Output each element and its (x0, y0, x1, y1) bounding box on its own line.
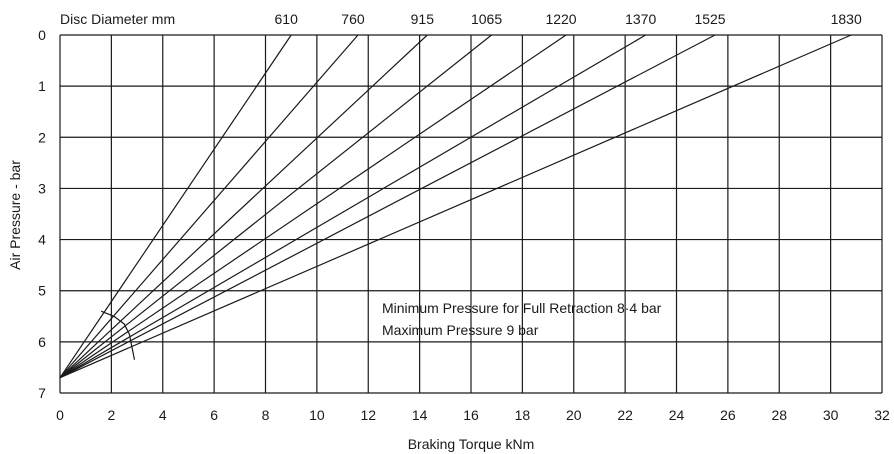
x-tick-label: 8 (262, 407, 270, 423)
series-line-1525 (59, 34, 716, 379)
x-tick-label: 0 (56, 407, 64, 423)
x-tick-label: 28 (771, 407, 787, 423)
x-tick-label: 2 (107, 407, 115, 423)
x-tick-label: 32 (874, 407, 890, 423)
y-tick-label: 5 (38, 283, 46, 299)
x-tick-label: 6 (210, 407, 218, 423)
series-line-1830 (59, 34, 852, 379)
x-tick-label: 16 (463, 407, 479, 423)
series-label-915: 915 (411, 11, 435, 27)
y-tick-label: 6 (38, 334, 46, 350)
series-line-915 (59, 34, 428, 379)
x-tick-label: 24 (669, 407, 685, 423)
series-label-1830: 1830 (831, 11, 862, 27)
series-label-1370: 1370 (625, 11, 656, 27)
x-tick-label: 20 (566, 407, 582, 423)
x-tick-label: 18 (515, 407, 531, 423)
y-tick-label: 0 (38, 27, 46, 43)
y-tick-label: 3 (38, 180, 46, 196)
annotation-max-pressure: Maximum Pressure 9 bar (382, 322, 539, 338)
y-axis-label: Air Pressure - bar (7, 160, 23, 270)
series-label-1065: 1065 (471, 11, 502, 27)
y-tick-label: 4 (38, 232, 46, 248)
x-axis-label: Braking Torque kNm (408, 436, 535, 452)
y-tick-labels: 0 1 2 3 4 5 6 7 (38, 27, 46, 401)
x-tick-label: 14 (412, 407, 428, 423)
x-tick-label: 22 (617, 407, 633, 423)
series-label-1220: 1220 (545, 11, 576, 27)
series-label-760: 760 (341, 11, 365, 27)
x-tick-label: 26 (720, 407, 736, 423)
series-line-610 (59, 34, 292, 378)
series-lines (59, 34, 852, 379)
x-tick-label: 12 (360, 407, 376, 423)
series-label-1525: 1525 (694, 11, 725, 27)
y-tick-label: 7 (38, 385, 46, 401)
series-line-1065 (59, 34, 492, 379)
boundary-curve (100, 310, 136, 360)
series-label-610: 610 (275, 11, 299, 27)
y-tick-label: 1 (38, 78, 46, 94)
x-tick-label: 30 (823, 407, 839, 423)
series-labels: 610 760 915 1065 1220 1370 1525 1830 (275, 11, 862, 27)
chart-grid (59, 34, 883, 394)
y-tick-label: 2 (38, 129, 46, 145)
x-tick-label: 10 (309, 407, 325, 423)
series-line-1370 (59, 34, 646, 379)
x-tick-label: 4 (159, 407, 167, 423)
series-header: Disc Diameter mm (60, 11, 175, 27)
annotation-min-pressure: Minimum Pressure for Full Retraction 8·4… (382, 300, 662, 316)
series-line-760 (59, 34, 359, 379)
series-line-1220 (59, 34, 567, 379)
x-tick-labels: 0 2 4 6 8 10 12 14 16 18 20 22 24 26 28 30 32 (56, 407, 890, 423)
